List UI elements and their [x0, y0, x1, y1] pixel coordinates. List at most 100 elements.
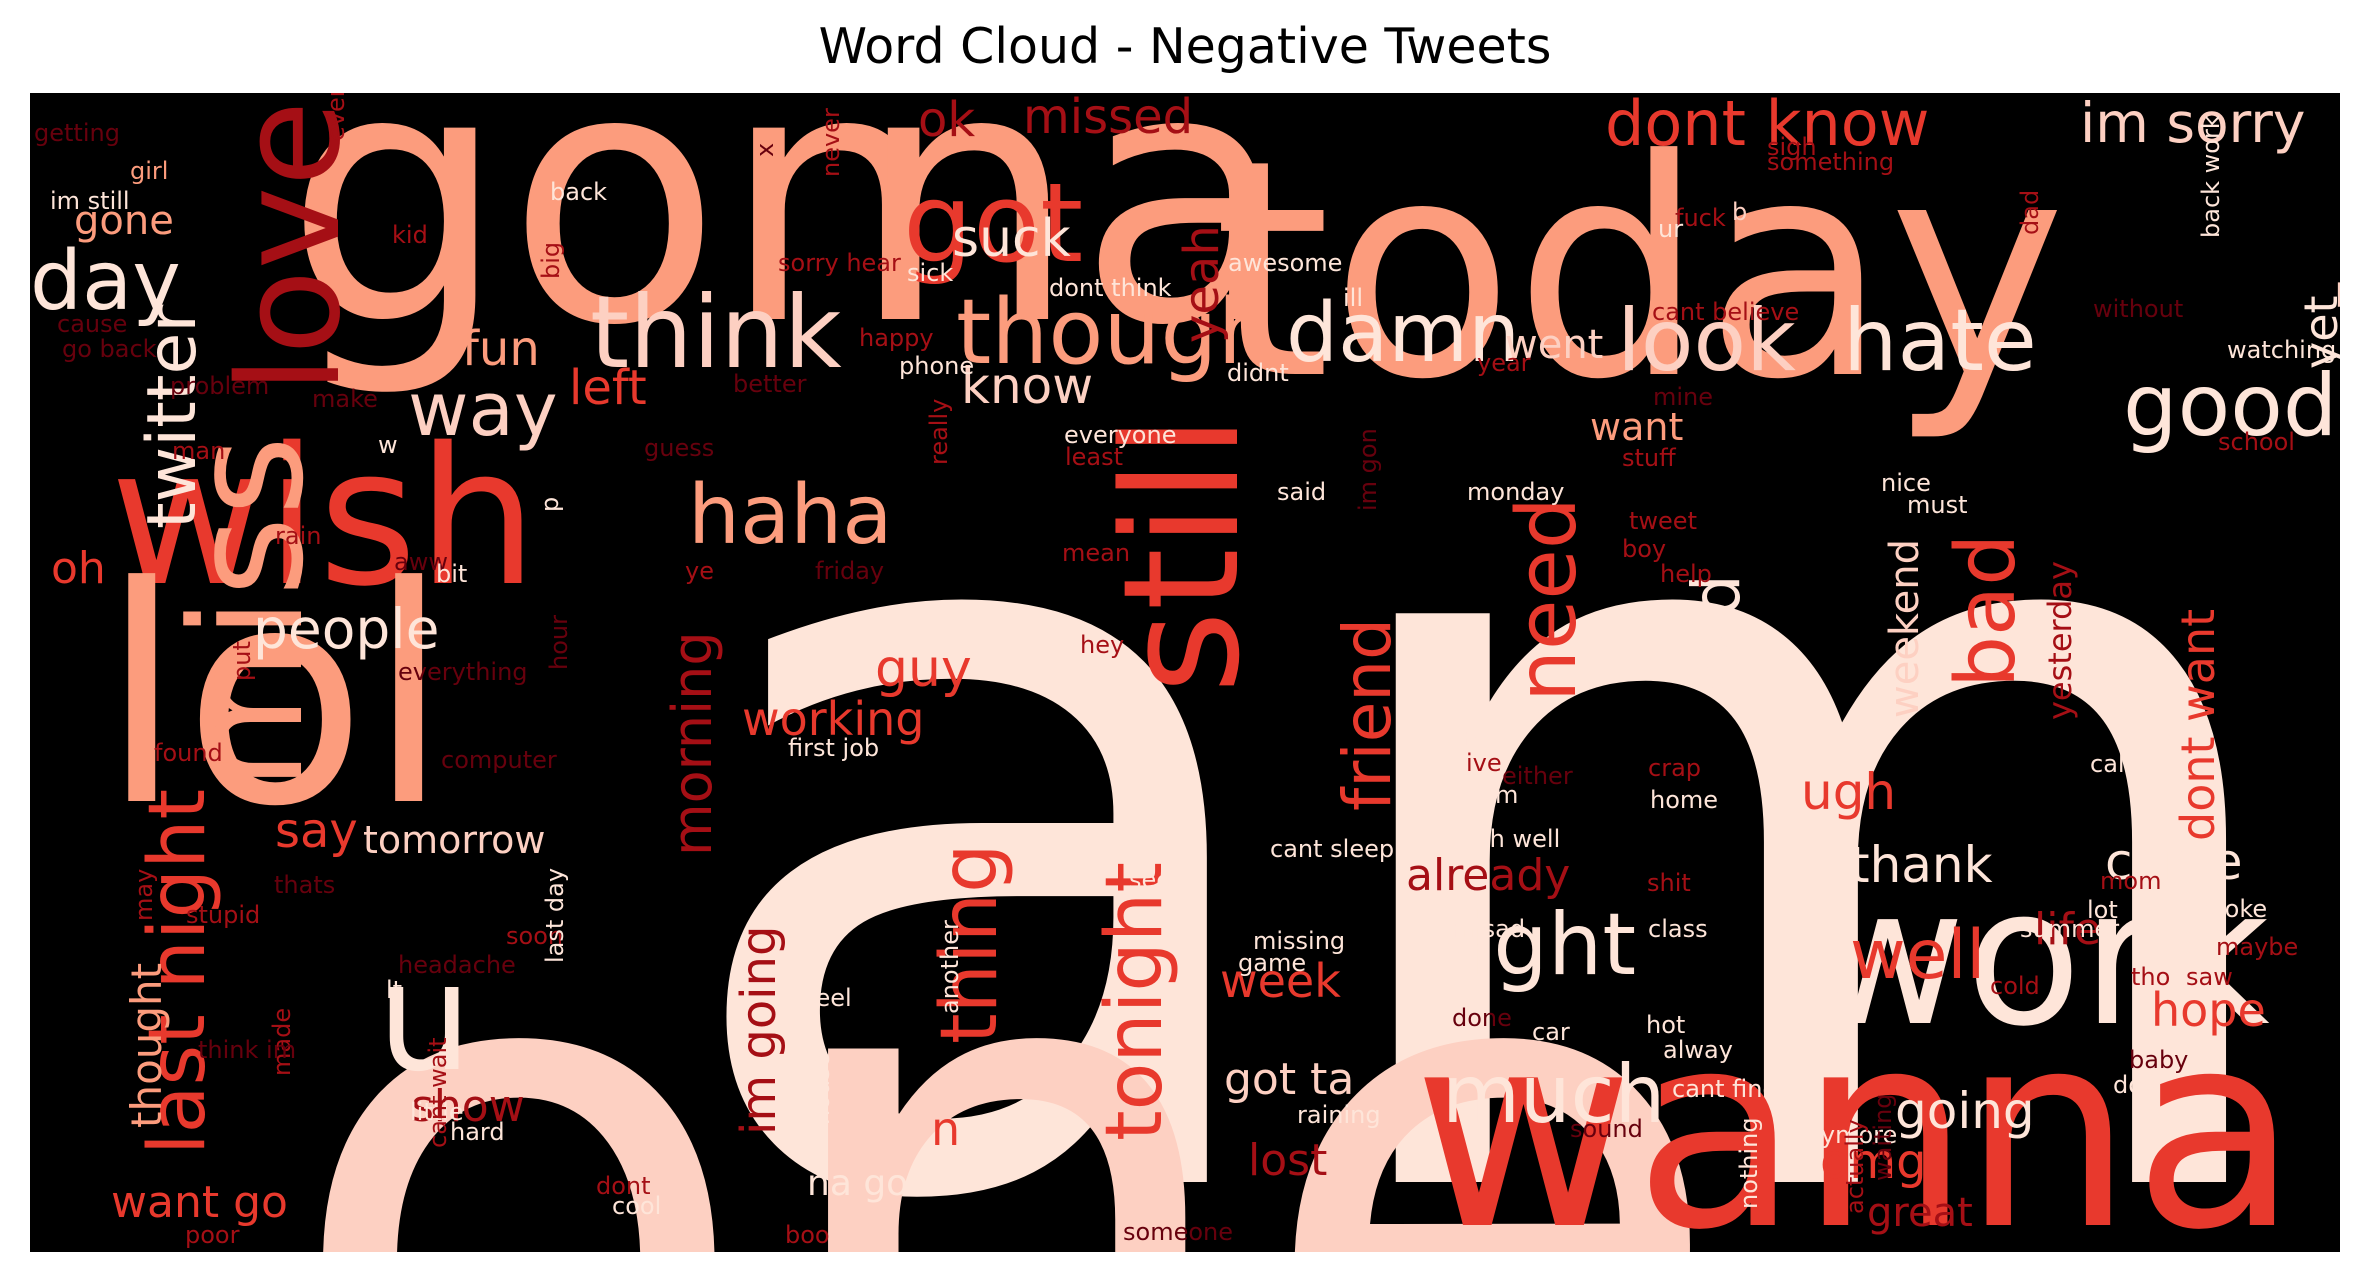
- cloud-word: problem: [170, 372, 270, 400]
- cloud-word: think im: [198, 1036, 297, 1064]
- cloud-word: never: [817, 108, 845, 177]
- cloud-word: need: [1500, 497, 1595, 702]
- cloud-word: go back: [62, 335, 157, 363]
- cloud-word: dog: [2113, 1071, 2159, 1099]
- cloud-word: wan: [1413, 974, 1971, 1253]
- cloud-word: stupid: [186, 901, 261, 929]
- cloud-word: want: [1590, 405, 1684, 449]
- cloud-word: said: [1277, 478, 1327, 506]
- cloud-word: class: [1648, 915, 1708, 943]
- cloud-word: ill: [1343, 284, 1364, 312]
- cloud-word: damn: [1286, 286, 1521, 381]
- cloud-word: sorry hear: [778, 249, 901, 277]
- cloud-word: even: [322, 93, 350, 141]
- cloud-word: call: [2090, 750, 2132, 778]
- cloud-word: week: [1220, 954, 1341, 1008]
- cloud-word: happy: [859, 324, 934, 352]
- cloud-word: cant wait: [424, 1037, 452, 1148]
- cloud-word: w: [378, 431, 398, 459]
- cloud-word: lot: [2087, 896, 2118, 924]
- cloud-word: rain: [275, 522, 322, 550]
- cloud-word: ok: [918, 93, 976, 148]
- cloud-word: lost: [1248, 1135, 1328, 1186]
- cloud-word: bit: [436, 560, 468, 588]
- cloud-word: put: [228, 641, 256, 681]
- cloud-word: waiting: [1869, 1093, 1897, 1181]
- cloud-word: really: [925, 398, 953, 465]
- cloud-word: hope: [2151, 983, 2266, 1037]
- cloud-word: boo: [785, 1221, 830, 1249]
- cloud-word: dont want: [2171, 608, 2225, 841]
- cloud-word: may: [130, 868, 158, 921]
- cloud-word: ive: [1466, 749, 1502, 777]
- cloud-word: anymore: [1791, 1121, 1898, 1149]
- cloud-word: think: [590, 274, 842, 391]
- cloud-word: missed: [1023, 93, 1194, 145]
- cloud-word: cant sleep: [1270, 835, 1395, 863]
- cloud-word: today: [1213, 96, 2066, 445]
- cloud-word: oh: [51, 543, 106, 594]
- cloud-word: love: [209, 100, 372, 394]
- cloud-word: ugh: [1801, 763, 1897, 821]
- cloud-word: suck: [952, 209, 1071, 269]
- chart-title: Word Cloud - Negative Tweets: [818, 18, 1552, 75]
- cloud-word: headache: [398, 951, 516, 979]
- cloud-word: either: [1502, 762, 1573, 790]
- cloud-word: woke: [2205, 895, 2268, 923]
- cloud-word: sound: [1570, 1115, 1643, 1143]
- cloud-word: back: [550, 178, 608, 206]
- cloud-word: make: [312, 385, 378, 413]
- cloud-word: baby: [2129, 1046, 2189, 1074]
- cloud-word: going: [1895, 1082, 2035, 1140]
- cloud-word: lol: [100, 523, 451, 872]
- cloud-word: dont think: [1049, 274, 1172, 302]
- cloud-word: already: [1406, 850, 1571, 901]
- cloud-word: fuck: [1675, 204, 1726, 232]
- cloud-word: though: [956, 280, 1275, 385]
- cloud-word: raining: [1297, 1101, 1381, 1129]
- cloud-word: phone: [899, 352, 975, 380]
- cloud-word: cause: [57, 310, 128, 338]
- cloud-word: yeah: [1174, 225, 1230, 343]
- cloud-word: poor: [185, 1221, 240, 1249]
- word-cloud-canvas: amponegonnatodaywannatimeworkwishlolmiss…: [30, 93, 2340, 1252]
- cloud-word: im sad: [1445, 915, 1526, 943]
- cloud-word: great: [1867, 1190, 1973, 1236]
- cloud-word: shit: [1647, 869, 1691, 897]
- cloud-word: tweet: [1629, 507, 1697, 535]
- cloud-word: nothing: [1735, 1117, 1763, 1209]
- cloud-word: n: [931, 1102, 961, 1156]
- cloud-word: done: [1452, 1004, 1512, 1032]
- cloud-word: little: [410, 1098, 464, 1126]
- cloud-word: getting: [34, 119, 120, 147]
- cloud-word: much: [1442, 1048, 1666, 1141]
- cloud-word: dad: [2016, 189, 2044, 235]
- cloud-word: yesterday: [2041, 561, 2079, 720]
- cloud-word: hey: [1080, 631, 1125, 659]
- cloud-word: lt: [386, 976, 403, 1004]
- cloud-word: p: [536, 496, 564, 512]
- cloud-word: dont: [596, 1172, 651, 1200]
- cloud-word: thank: [1850, 836, 1993, 894]
- cloud-word: want go: [111, 1177, 288, 1228]
- cloud-word: guy: [875, 639, 972, 699]
- cloud-word: im still: [50, 187, 130, 215]
- cloud-word: got: [903, 159, 1084, 287]
- cloud-word: everyone: [1064, 421, 1177, 449]
- cloud-word: working: [742, 692, 925, 746]
- cloud-word: na: [856, 93, 1293, 402]
- cloud-word: say: [275, 803, 358, 859]
- cloud-word: u: [377, 931, 473, 1105]
- cloud-word: mean: [1062, 539, 1131, 567]
- cloud-word: bad: [1939, 533, 2034, 688]
- cloud-word: seem: [1453, 781, 1519, 809]
- cloud-word: dont know: [1605, 93, 1930, 160]
- cloud-word: summer: [2020, 915, 2120, 943]
- cloud-word: school: [2218, 428, 2295, 456]
- cloud-word: na go: [807, 1163, 909, 1204]
- cloud-word: good: [2123, 356, 2338, 456]
- cloud-word: im going: [731, 925, 787, 1135]
- cloud-word: end: [1446, 932, 1492, 960]
- cloud-word: help: [1660, 560, 1712, 588]
- cloud-word: omg: [1820, 1134, 1927, 1190]
